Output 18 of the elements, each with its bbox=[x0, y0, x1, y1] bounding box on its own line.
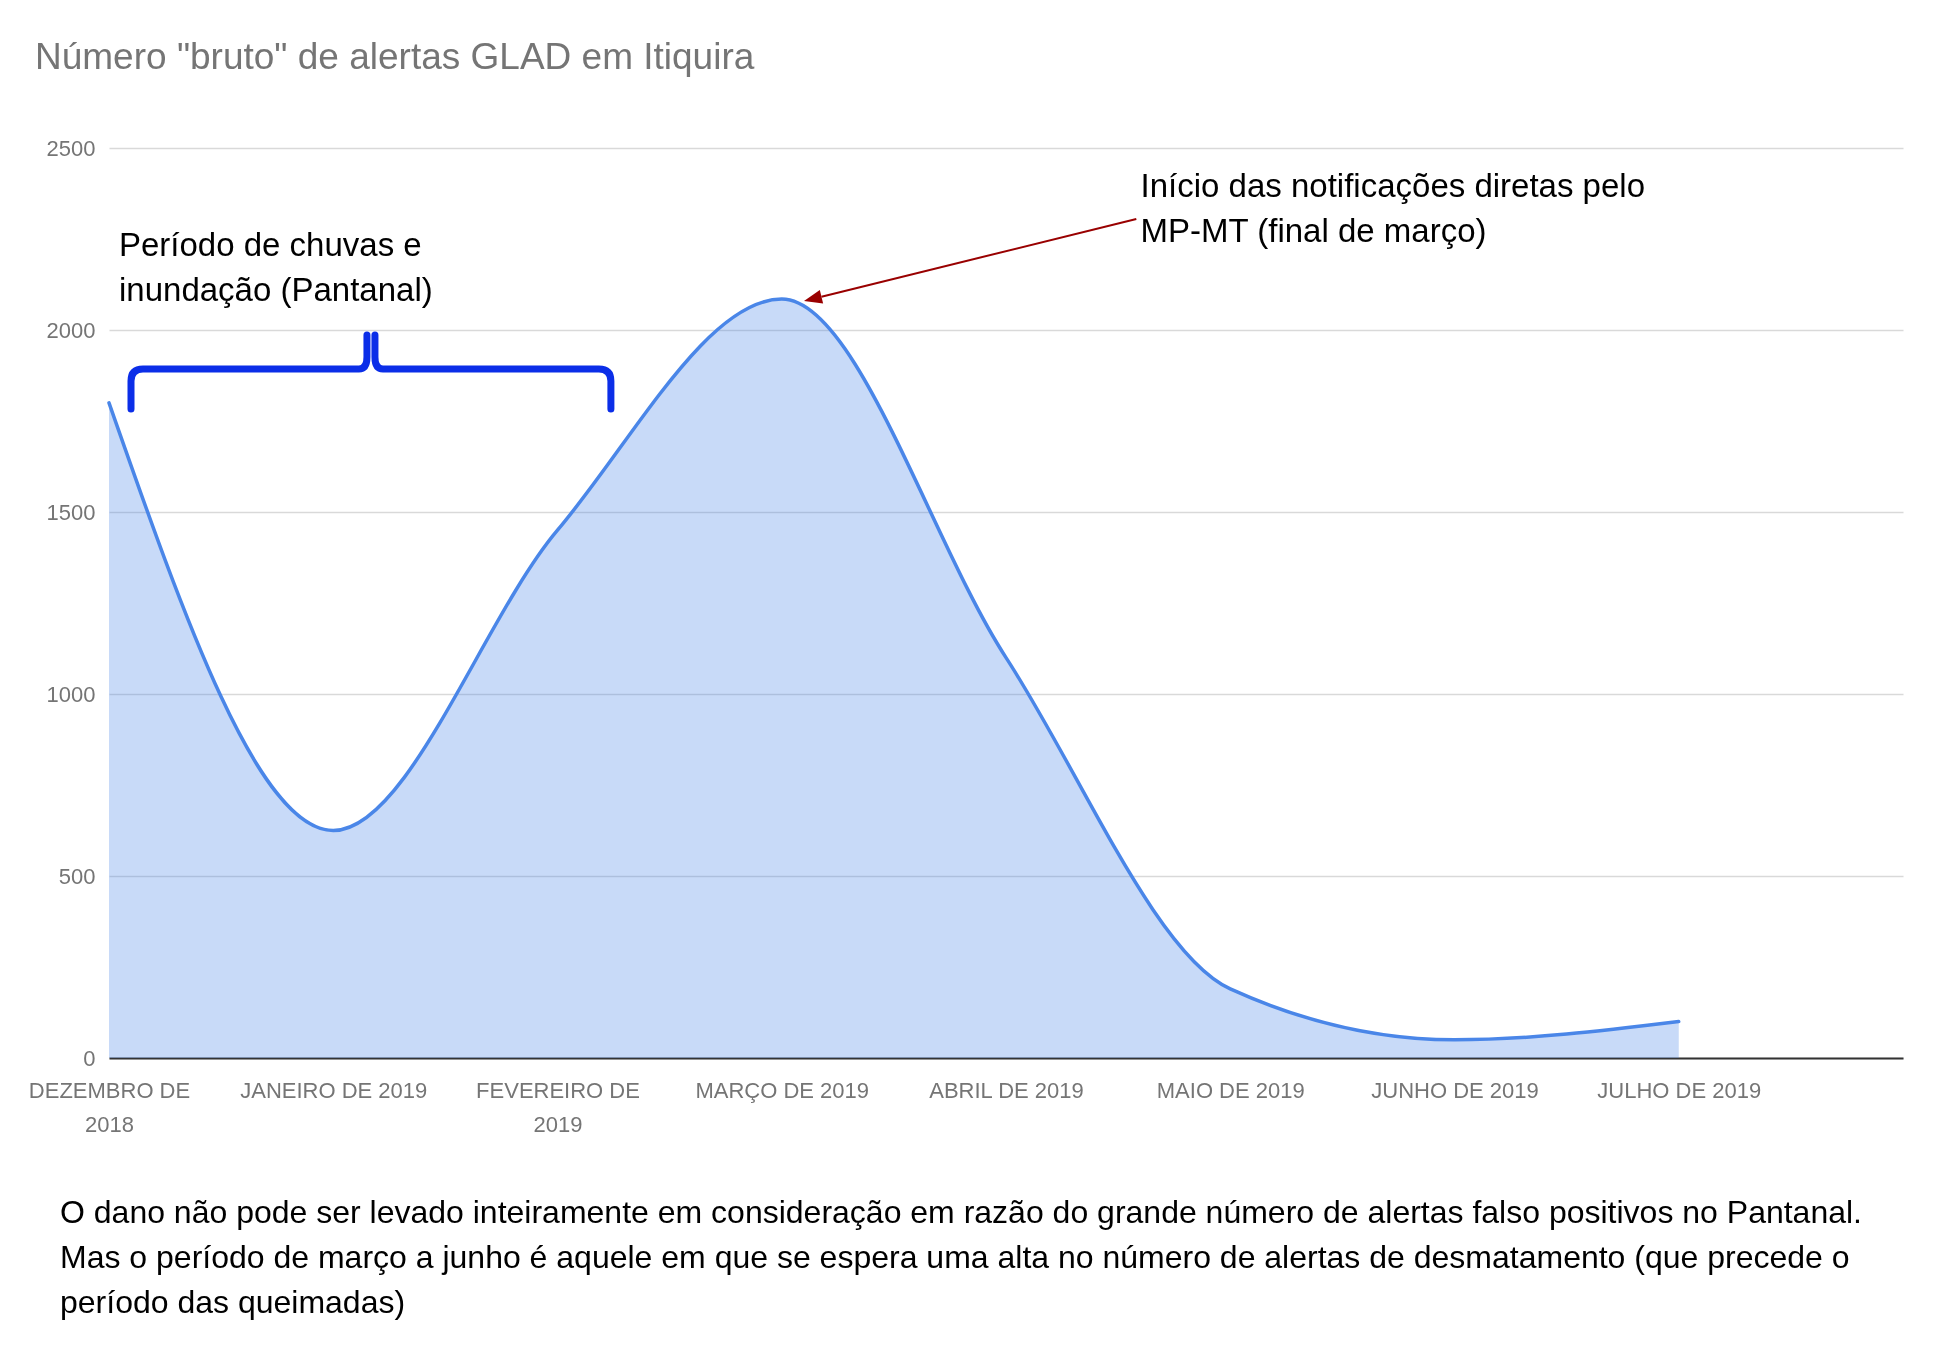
x-tick-label: DEZEMBRO DE 2018 bbox=[28, 1077, 191, 1137]
x-tick-label: MAIO DE 2019 bbox=[1156, 1077, 1305, 1103]
y-tick-label: 2500 bbox=[46, 135, 96, 161]
y-tick-label: 1000 bbox=[46, 681, 96, 707]
annotation: Início das notificações diretas pelo MP-MT (final de março) bbox=[1140, 166, 1646, 251]
y-tick-label: 500 bbox=[58, 863, 96, 889]
x-tick-label: JULHO DE 2019 bbox=[1597, 1077, 1762, 1103]
x-tick-label: JANEIRO DE 2019 bbox=[240, 1077, 428, 1103]
text: O dano não pode ser levado inteiramente em consideração em razão do grande número de alertas falso positivos no Pantanal. Mas o período de março a junho é aquele em que se espera uma alta no número de alertas de desmatamento (que precede o período das queimadas) bbox=[60, 1193, 1863, 1322]
y-tick-label: 0 bbox=[83, 1045, 96, 1071]
x-tick-label: FEVEREIRO DE 2019 bbox=[476, 1077, 640, 1137]
annotation: Período de chuvas e inundação (Pantanal) bbox=[119, 225, 434, 310]
chart-title: Número "bruto" de alertas GLAD em Itiquira bbox=[35, 36, 755, 78]
x-tick-label: MARÇO DE 2019 bbox=[695, 1077, 870, 1103]
y-tick-label: 2000 bbox=[46, 317, 96, 343]
x-tick-label: ABRIL DE 2019 bbox=[929, 1077, 1084, 1103]
x-tick-label: JUNHO DE 2019 bbox=[1371, 1077, 1539, 1103]
y-tick-label: 1500 bbox=[46, 499, 96, 525]
